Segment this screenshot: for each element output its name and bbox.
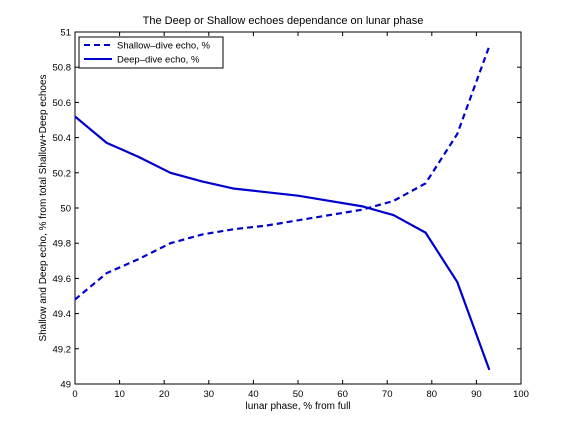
legend-box bbox=[78, 36, 224, 69]
x-tick-label: 60 bbox=[337, 389, 348, 400]
x-axis: 0 10 20 30 40 50 60 70 80 90 100 bbox=[72, 32, 529, 400]
y-tick-label: 50.8 bbox=[53, 63, 72, 74]
series-layer bbox=[74, 45, 491, 371]
y-tick-label: 50.6 bbox=[53, 98, 72, 109]
series-line-shallow bbox=[74, 45, 491, 301]
x-tick-label: 100 bbox=[513, 389, 529, 400]
y-tick-label: 50.2 bbox=[53, 168, 72, 179]
x-tick-label: 70 bbox=[382, 389, 393, 400]
legend: Shallow–dive echo, % Deep–dive echo, % bbox=[78, 36, 224, 69]
x-tick-label: 90 bbox=[471, 389, 482, 400]
x-tick-label: 50 bbox=[293, 389, 304, 400]
plot-area bbox=[74, 31, 522, 385]
y-tick-label: 50.4 bbox=[53, 133, 72, 144]
y-tick-label: 50 bbox=[60, 204, 71, 215]
y-tick-label: 49.4 bbox=[53, 309, 72, 320]
plot-frame bbox=[74, 31, 522, 385]
x-tick-label: 20 bbox=[159, 389, 170, 400]
y-axis-label: Shallow and Deep echo, % from total Shal… bbox=[38, 74, 49, 341]
x-tick-label: 80 bbox=[427, 389, 438, 400]
y-tick-label: 49.2 bbox=[53, 344, 72, 355]
y-axis: 49 49.2 49.4 49.6 49.8 50 50.2 50.4 50.6 50.8 51 bbox=[53, 28, 521, 391]
x-tick-label: 30 bbox=[204, 389, 215, 400]
legend-label-shallow: Shallow–dive echo, % bbox=[117, 41, 210, 52]
x-axis-label: lunar phase, % from full bbox=[245, 401, 350, 412]
chart-title: The Deep or Shallow echoes dependance on… bbox=[143, 15, 424, 27]
x-tick-label: 0 bbox=[72, 389, 77, 400]
y-tick-label: 49.8 bbox=[53, 239, 72, 250]
legend-label-deep: Deep–dive echo, % bbox=[117, 55, 200, 66]
x-tick-label: 40 bbox=[248, 389, 259, 400]
series-line-deep bbox=[74, 115, 491, 371]
y-tick-label: 51 bbox=[60, 28, 71, 39]
y-tick-label: 49.6 bbox=[53, 274, 72, 285]
x-tick-label: 10 bbox=[114, 389, 125, 400]
y-tick-label: 49 bbox=[60, 380, 71, 391]
